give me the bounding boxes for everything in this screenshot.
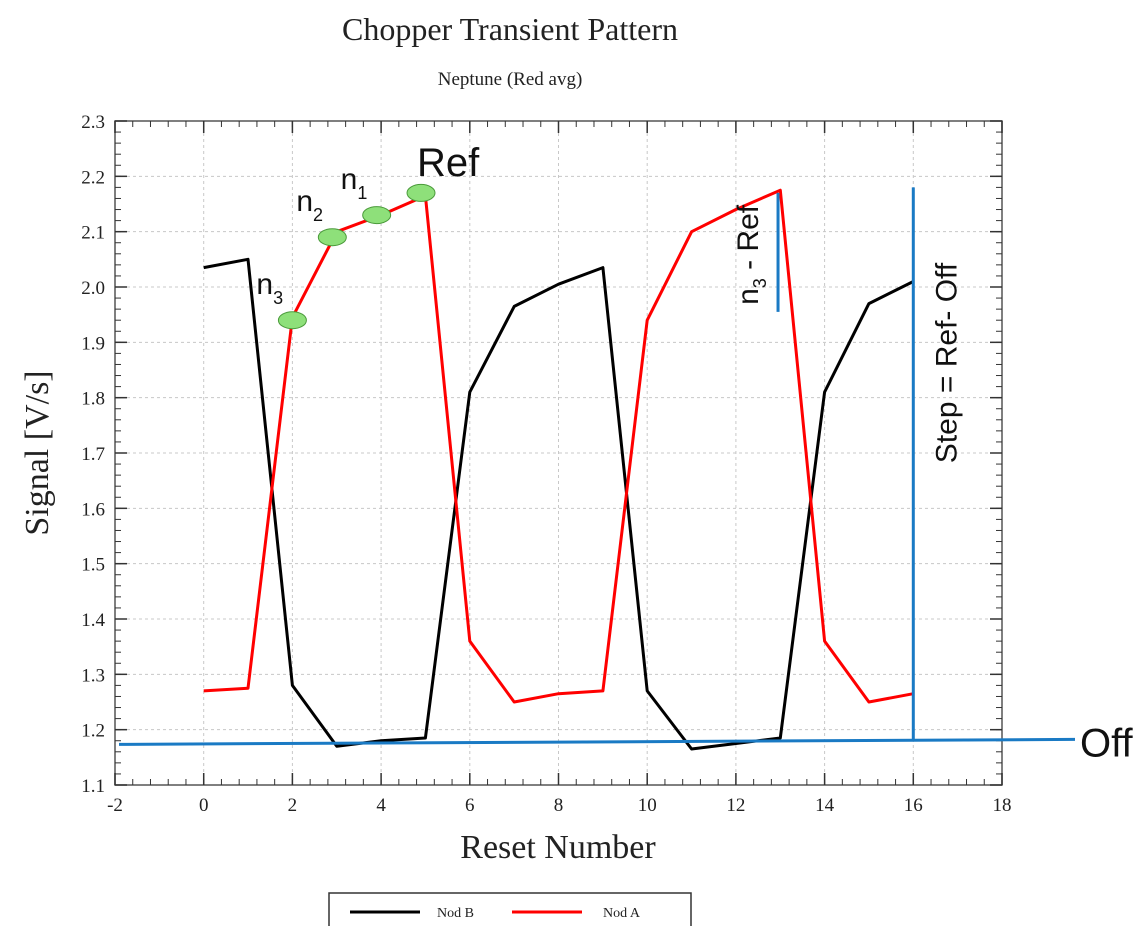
series-line-nod-b: [203, 257, 914, 751]
y-tick-label: 1.1: [81, 776, 105, 797]
x-tick-label: 10: [638, 795, 657, 816]
x-tick-label: 2: [288, 795, 298, 816]
y-tick-label: 1.2: [81, 721, 105, 742]
off-line: [118, 737, 1076, 746]
axis-ticks: [114, 120, 1003, 786]
legend-label-nod-a: Nod A: [603, 906, 641, 921]
x-tick-label: 6: [465, 795, 475, 816]
y-tick-label: 2.0: [81, 278, 105, 299]
x-tick-label: 12: [726, 795, 745, 816]
legend-box: [328, 892, 692, 926]
x-tick-label: 16: [904, 795, 923, 816]
marker-label: n2: [296, 185, 323, 225]
off-label: Off: [1080, 721, 1134, 765]
y-tick-label: 2.2: [81, 167, 105, 188]
marker-label: n3: [256, 268, 283, 308]
y-tick-label: 1.5: [81, 555, 105, 576]
point-marker: [277, 311, 307, 330]
chart-title: Chopper Transient Pattern: [342, 11, 678, 47]
point-marker: [406, 183, 436, 202]
x-tick-labels: -2 0 2 4 6 8 10 12 14 16 18: [107, 795, 1011, 816]
y-axis-label: Signal [V/s]: [19, 370, 56, 535]
y-tick-label: 2.1: [81, 223, 105, 244]
x-tick-label: 4: [376, 795, 386, 816]
x-tick-label: -2: [107, 795, 123, 816]
chart-subtitle: Neptune (Red avg): [438, 69, 583, 90]
annotations: Off n3 - Ref Step = Ref- Off n3 n2 n1 Ref: [118, 141, 1134, 765]
y-tick-label: 1.9: [81, 333, 105, 354]
y-tick-label: 1.8: [81, 389, 105, 410]
series-lines: [203, 188, 914, 751]
y-tick-label: 1.4: [81, 610, 105, 631]
y-tick-label: 1.3: [81, 665, 105, 686]
point-marker: [362, 206, 392, 225]
n3-ref-label: n3 - Ref: [732, 204, 770, 305]
y-tick-label: 1.6: [81, 499, 105, 520]
x-tick-label: 8: [554, 795, 564, 816]
point-marker: [317, 228, 347, 247]
series-line-nod-a: [203, 188, 914, 704]
y-tick-label: 1.7: [81, 444, 105, 465]
x-tick-label: 0: [199, 795, 209, 816]
y-tick-label: 2.3: [81, 112, 105, 133]
x-tick-label: 14: [815, 795, 835, 816]
legend-label-nod-b: Nod B: [437, 906, 474, 921]
marker-label: n1: [341, 163, 368, 203]
step-label: Step = Ref- Off: [930, 262, 963, 463]
legend: Nod B Nod A: [328, 892, 692, 926]
x-tick-label: 18: [993, 795, 1012, 816]
ref-label: Ref: [417, 141, 480, 185]
x-axis-label: Reset Number: [460, 829, 656, 866]
y-tick-labels: 1.1 1.2 1.3 1.4 1.5 1.6 1.7 1.8 1.9 2.0 2.1 2.2 2.3: [81, 112, 105, 797]
